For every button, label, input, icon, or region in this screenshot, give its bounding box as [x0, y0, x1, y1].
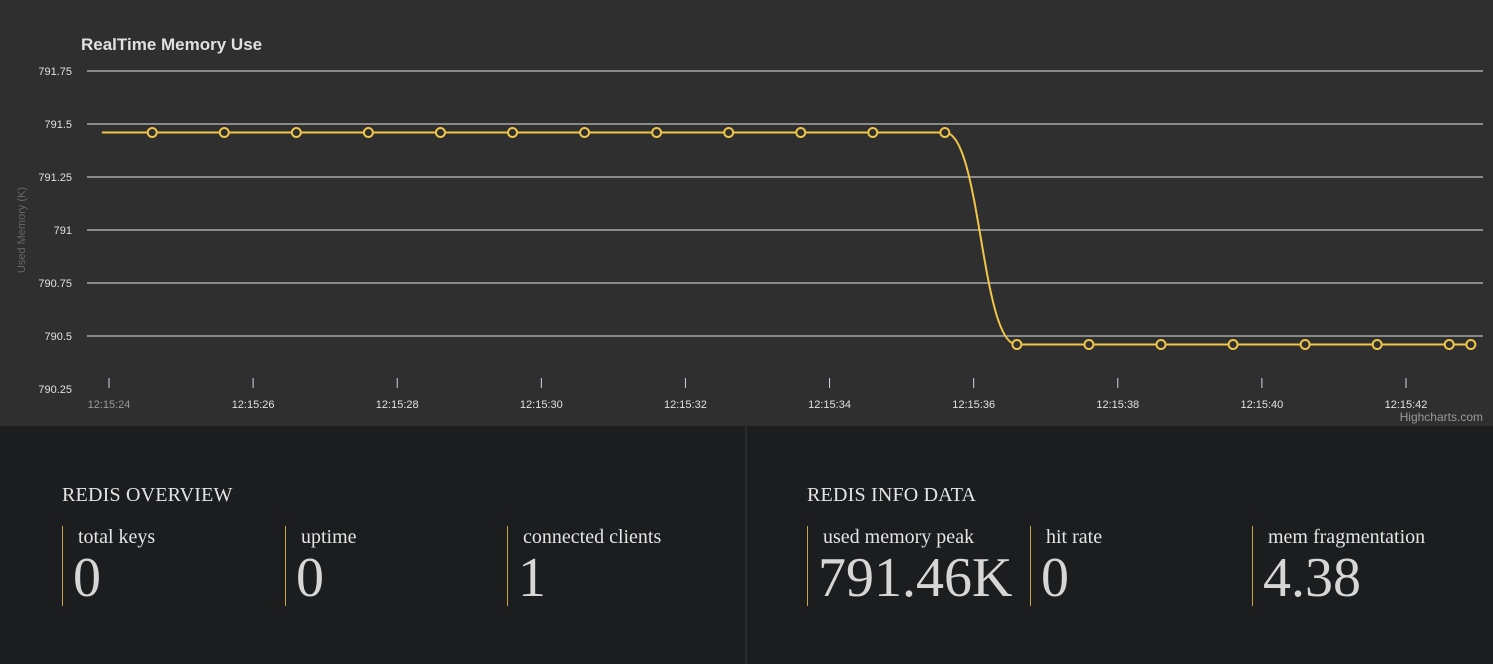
stat-value: 0: [296, 547, 324, 609]
memory-chart-panel: RealTime Memory Use Used Memory (K) 791.75…: [0, 0, 1493, 426]
data-point: [1371, 338, 1383, 350]
stat-value: 0: [73, 547, 101, 609]
stat-hit-rate: hit rate 0: [1030, 526, 1102, 609]
redis-info-panel: REDIS INFO DATA used memory peak 791.46K…: [747, 426, 1493, 664]
stat-mem-fragmentation: mem fragmentation 4.38: [1252, 526, 1425, 609]
redis-info-title: REDIS INFO DATA: [807, 484, 977, 506]
y-tick-label: 791.5: [44, 119, 72, 131]
y-tick-label: 791: [54, 225, 72, 237]
data-point: [434, 126, 446, 138]
data-point: [723, 126, 735, 138]
x-tick-label: 12:15:42: [1385, 399, 1428, 411]
x-tick-label: 12:15:28: [376, 399, 419, 411]
panel-divider: [745, 426, 747, 664]
data-point: [1227, 338, 1239, 350]
x-tick-label: 12:15:34: [808, 399, 851, 411]
redis-overview-panel: REDIS OVERVIEW total keys 0 uptime 0 con…: [0, 426, 745, 664]
data-point: [795, 126, 807, 138]
stat-value: 791.46K: [818, 547, 1013, 609]
x-tick-label: 12:15:24: [88, 399, 131, 411]
data-point: [867, 126, 879, 138]
y-tick-label: 790.75: [38, 278, 72, 290]
data-point: [1299, 338, 1311, 350]
data-point: [290, 126, 302, 138]
stat-used-memory-peak: used memory peak 791.46K: [807, 526, 1012, 609]
series-line: [101, 131, 1471, 346]
y-tick-label: 790.25: [38, 384, 72, 396]
stat-label: uptime: [301, 526, 357, 548]
data-point: [939, 126, 951, 138]
x-tick-label: 12:15:40: [1240, 399, 1283, 411]
data-point: [218, 126, 230, 138]
x-tick-label: 12:15:32: [664, 399, 707, 411]
data-point: [1465, 338, 1477, 350]
y-tick-label: 790.5: [44, 331, 72, 343]
data-point: [362, 126, 374, 138]
x-tick-label: 12:15:36: [952, 399, 995, 411]
stat-label: hit rate: [1046, 526, 1103, 548]
data-point: [507, 126, 519, 138]
data-point: [579, 126, 591, 138]
highcharts-credits: Highcharts.com: [1400, 410, 1483, 424]
x-tick-label: 12:15:30: [520, 399, 563, 411]
y-tick-label: 791.25: [38, 172, 72, 184]
data-point: [1155, 338, 1167, 350]
stat-label: used memory peak: [823, 526, 975, 548]
data-point: [1011, 338, 1023, 350]
x-tick-label: 12:15:38: [1096, 399, 1139, 411]
data-point: [1083, 338, 1095, 350]
stat-uptime: uptime 0: [285, 526, 357, 609]
stat-total-keys: total keys 0: [62, 526, 155, 609]
stat-connected-clients: connected clients 1: [507, 526, 661, 609]
chart-title: RealTime Memory Use: [81, 35, 262, 54]
data-point: [146, 126, 158, 138]
stat-label: mem fragmentation: [1268, 526, 1426, 548]
y-tick-label: 791.75: [38, 66, 72, 78]
stat-value: 1: [518, 547, 546, 609]
redis-overview-title: REDIS OVERVIEW: [62, 484, 233, 506]
stat-label: total keys: [78, 526, 156, 548]
stat-value: 4.38: [1263, 547, 1361, 609]
memory-chart: RealTime Memory Use Used Memory (K) 791.75…: [16, 35, 1483, 424]
data-point: [651, 126, 663, 138]
x-tick-label: 12:15:26: [232, 399, 275, 411]
data-point: [1443, 338, 1455, 350]
stat-label: connected clients: [523, 526, 662, 548]
y-axis-label: Used Memory (K): [16, 187, 28, 273]
stat-value: 0: [1041, 547, 1069, 609]
